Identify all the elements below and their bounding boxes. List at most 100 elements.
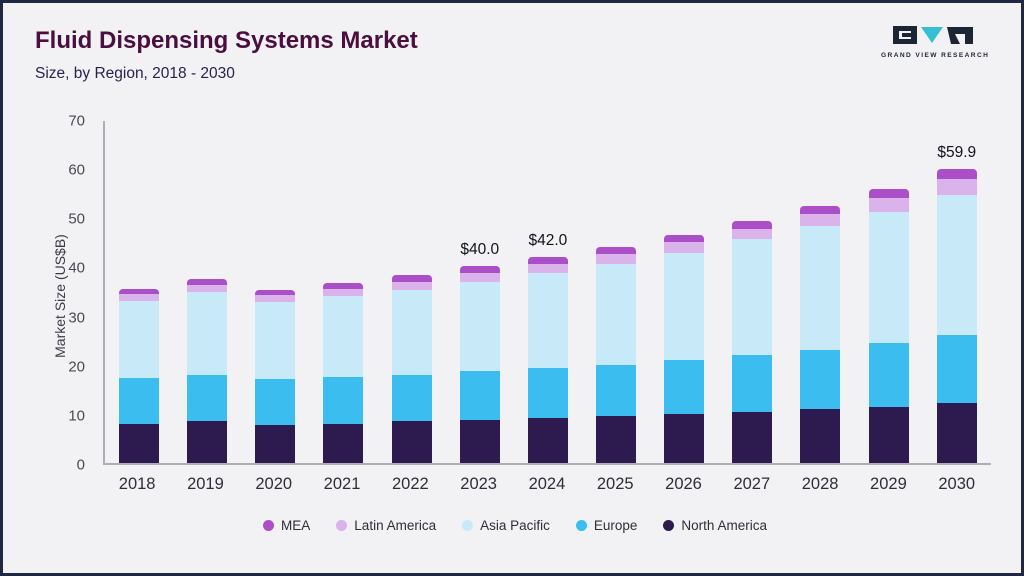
bar-segment-mea: [459, 266, 500, 274]
bar-segment-europe: [936, 335, 977, 404]
legend-label: Latin America: [354, 518, 437, 533]
bar-segment-latin-america: [323, 288, 364, 296]
bar-segment-latin-america: [459, 273, 500, 283]
x-axis-label: 2020: [255, 475, 293, 493]
y-tick-label: 70: [68, 112, 85, 130]
bar-stack: [800, 206, 841, 463]
bar-segment-latin-america: [868, 198, 909, 213]
bar-segment-europe: [664, 359, 705, 414]
bar-segment-north-america: [187, 421, 228, 463]
bar-segment-latin-america: [255, 294, 296, 302]
bar-segment-north-america: [936, 403, 977, 463]
bar-segment-north-america: [391, 421, 432, 463]
bar-segment-asia-pacific: [255, 301, 296, 380]
x-axis-label: 2026: [665, 475, 702, 493]
legend-item-mea: MEA: [263, 518, 310, 533]
bar-column: [786, 121, 854, 463]
legend-item-europe: Europe: [575, 518, 638, 533]
legend-swatch-north-america: [663, 520, 675, 531]
y-tick-label: 40: [68, 259, 85, 277]
bar-segment-north-america: [255, 424, 296, 463]
bar-segment-asia-pacific: [732, 239, 773, 355]
bar-segment-north-america: [119, 423, 160, 463]
bar-segment-mea: [800, 206, 841, 215]
bar-segment-latin-america: [119, 293, 160, 301]
bar-segment-north-america: [527, 417, 568, 463]
bar-value-label: $42.0: [528, 231, 568, 249]
bar-segment-mea: [596, 246, 637, 254]
bar-column: [241, 121, 309, 463]
bar-segment-mea: [187, 278, 228, 285]
bar-segment-europe: [868, 342, 909, 407]
bar-value-label: $59.9: [937, 143, 977, 161]
bar-stack: [936, 168, 977, 463]
bar-segment-north-america: [323, 423, 364, 463]
x-axis-label: 2018: [118, 475, 156, 493]
grand-view-research-logo: GRAND VIEW RESEARCH: [881, 25, 988, 59]
bar-segment-asia-pacific: [119, 300, 160, 379]
x-axis-label: 2027: [733, 475, 771, 493]
bar-column: [650, 121, 718, 463]
bar-segment-latin-america: [527, 263, 568, 273]
bar-segment-europe: [391, 374, 432, 422]
x-axis-label: 2030: [938, 475, 976, 493]
bar-column: $59.9: [923, 121, 991, 463]
bar-segment-asia-pacific: [391, 290, 432, 375]
bar-segment-asia-pacific: [323, 295, 364, 378]
bar-segment-mea: [664, 235, 705, 243]
bar-segment-latin-america: [664, 242, 705, 253]
y-tick-label: 20: [68, 358, 85, 376]
bar-segment-latin-america: [936, 178, 977, 196]
legend-label: Europe: [593, 518, 638, 533]
bar-segment-mea: [323, 282, 364, 289]
bar-segment-europe: [732, 354, 773, 413]
bar-segment-europe: [800, 349, 841, 409]
bar-segment-latin-america: [800, 214, 841, 227]
bar-column: [378, 121, 446, 463]
y-tick-label: 30: [68, 309, 85, 327]
legend-swatch-europe: [575, 520, 587, 531]
bar-segment-europe: [323, 377, 364, 424]
bar-segment-mea: [868, 188, 909, 199]
bar-segment-europe: [119, 378, 160, 424]
bar-stack: [255, 290, 296, 463]
bar-segment-europe: [255, 379, 296, 425]
bar-segment-mea: [255, 290, 296, 295]
bar-stack: [119, 288, 160, 463]
bar-stack: [187, 278, 228, 463]
bar-stack: [391, 275, 432, 463]
x-axis-label: 2029: [870, 475, 907, 493]
x-axis-labels: 2018 2019 2020 2021 2022 2023 2024 2025 2026 2027…: [103, 475, 991, 494]
bar-column: [105, 121, 173, 463]
bar-stack: [323, 282, 364, 463]
bar-segment-mea: [391, 275, 432, 282]
bar-stack: [868, 188, 909, 463]
legend-item-asia-pacific: Asia Pacific: [462, 518, 550, 533]
bar-segment-asia-pacific: [936, 195, 977, 336]
bar-stack: [459, 266, 500, 463]
bar-segment-mea: [119, 288, 160, 294]
bar-stack: [732, 220, 773, 463]
bar-segment-north-america: [459, 420, 500, 463]
bar-column: [173, 121, 241, 463]
legend-swatch-mea: [263, 520, 275, 531]
bar-segment-north-america: [868, 406, 909, 463]
y-tick-label: 60: [68, 161, 85, 179]
bar-segment-asia-pacific: [187, 292, 228, 375]
y-axis-ticks: 0 10 20 30 40 50 60 70: [47, 113, 95, 474]
legend-swatch-asia-pacific: [462, 520, 474, 531]
page-title: Fluid Dispensing Systems Market: [35, 27, 418, 54]
bar-segment-europe: [527, 368, 568, 418]
logo-mark-icon: [893, 26, 973, 44]
bar-stack: [596, 246, 637, 463]
bar-column: [582, 121, 650, 463]
bar-segment-north-america: [800, 408, 841, 463]
bar-column: [855, 121, 923, 463]
x-axis-label: 2023: [460, 475, 497, 493]
bar-segment-north-america: [596, 416, 637, 463]
legend-label: MEA: [281, 518, 311, 533]
x-axis-label: 2028: [801, 475, 839, 493]
legend-label: North America: [681, 518, 767, 533]
bar-segment-europe: [596, 364, 637, 417]
